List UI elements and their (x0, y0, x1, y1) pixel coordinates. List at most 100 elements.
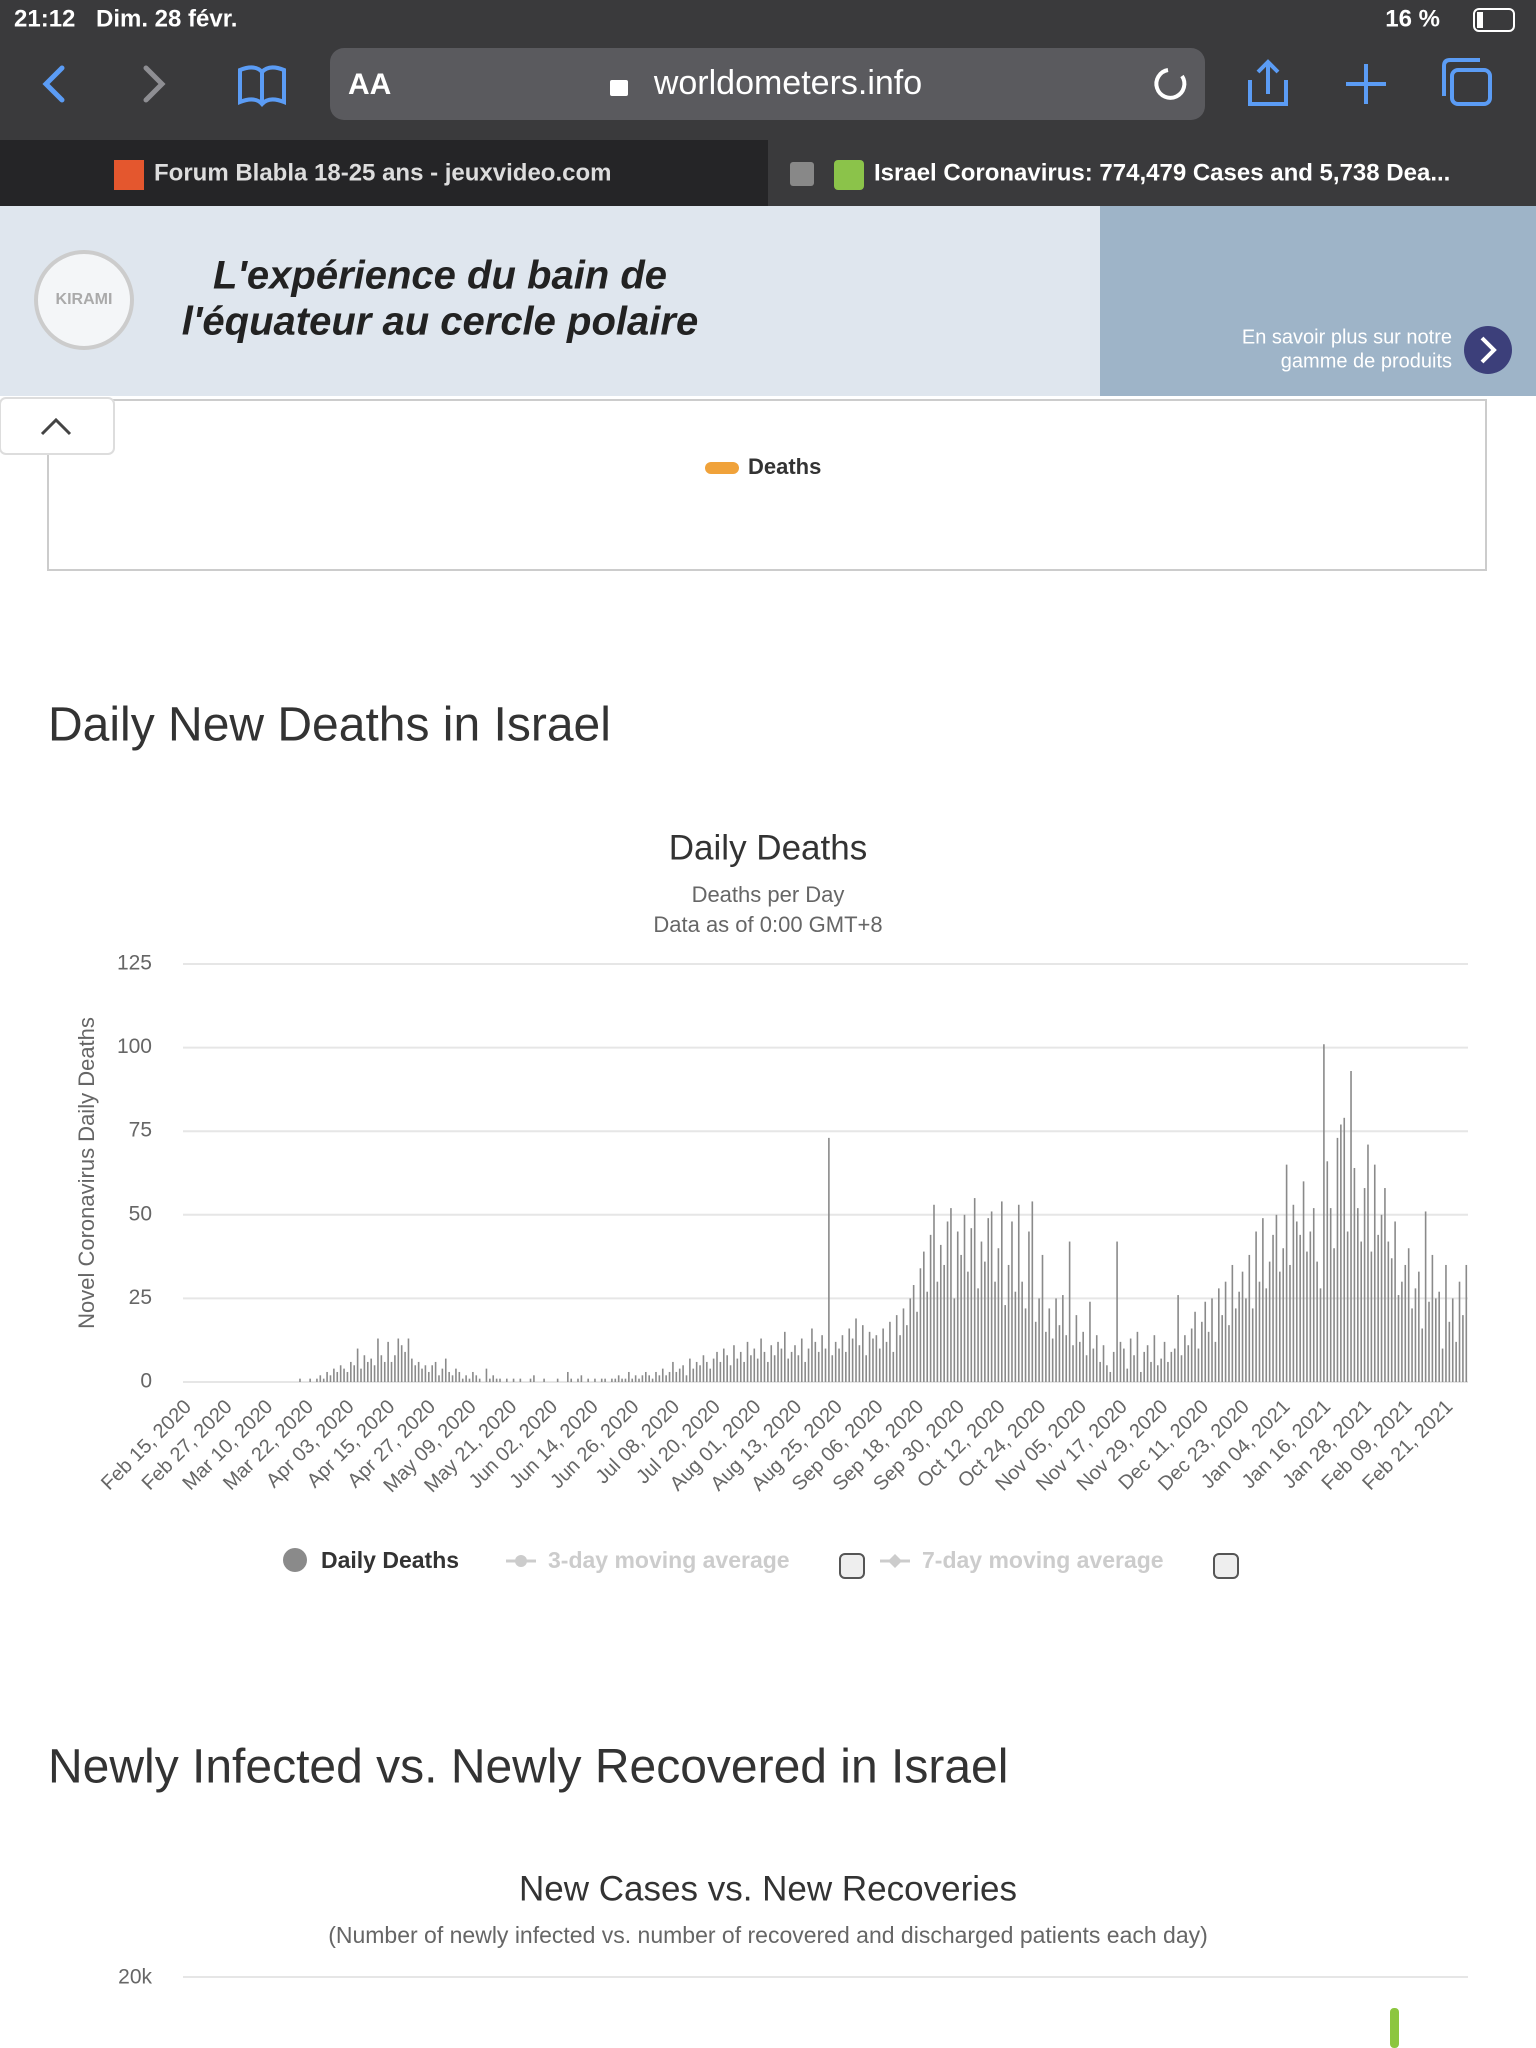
bar (1184, 1335, 1186, 1382)
bar (1017, 1204, 1020, 1382)
bar (1062, 1295, 1064, 1382)
bar (1197, 1348, 1200, 1382)
new-tab-button[interactable] (1346, 64, 1386, 104)
text-size-button[interactable]: AA (348, 68, 391, 101)
bar (1011, 1221, 1013, 1382)
bar (848, 1328, 851, 1382)
forward-button[interactable] (143, 65, 166, 103)
bar (1160, 1358, 1162, 1382)
bar (953, 1298, 956, 1382)
bar (824, 1348, 827, 1382)
bar (729, 1365, 732, 1382)
tabs-button[interactable] (1450, 68, 1492, 106)
lock-icon (610, 80, 628, 96)
y-tick-label: 75 (129, 1119, 152, 1142)
bar (1377, 1234, 1379, 1382)
bar (1099, 1361, 1101, 1382)
bar (1258, 1281, 1261, 1382)
bar (909, 1298, 912, 1382)
bar (882, 1328, 884, 1382)
bar (878, 1348, 881, 1382)
bar (746, 1341, 749, 1382)
bar (1401, 1281, 1403, 1382)
bar (438, 1375, 440, 1382)
bar (322, 1378, 325, 1382)
legend-symbol (283, 1548, 307, 1572)
battery-fill (1477, 12, 1483, 28)
bar (611, 1378, 613, 1382)
scroll-top-button[interactable] (0, 397, 115, 455)
bar (299, 1378, 301, 1382)
ad-arrow[interactable] (1464, 326, 1512, 374)
bar (702, 1355, 705, 1382)
bar (1085, 1355, 1088, 1382)
bar (719, 1361, 722, 1382)
bar (1326, 1161, 1329, 1382)
bar (1089, 1301, 1091, 1382)
close-tab[interactable] (790, 162, 814, 186)
bar (1136, 1331, 1139, 1382)
bar (411, 1358, 413, 1382)
bar (1180, 1355, 1183, 1382)
back-button[interactable] (42, 65, 65, 103)
bar (1014, 1291, 1017, 1382)
bar (370, 1358, 372, 1382)
legend-label[interactable]: Daily Deaths (321, 1547, 459, 1573)
bar (800, 1338, 803, 1382)
bar (1285, 1164, 1288, 1382)
bar (458, 1371, 461, 1382)
bar (1051, 1338, 1054, 1382)
bar (1146, 1345, 1149, 1382)
reload-button[interactable] (1154, 68, 1187, 100)
bar (994, 1281, 996, 1382)
bar (461, 1378, 464, 1382)
bar (1465, 1264, 1468, 1382)
bar (1431, 1254, 1434, 1382)
bar (899, 1335, 901, 1382)
bar (1194, 1311, 1196, 1382)
bar (621, 1378, 623, 1382)
bar (1299, 1234, 1301, 1382)
bar (329, 1375, 332, 1382)
bar (1238, 1291, 1240, 1382)
bar (1207, 1331, 1210, 1382)
tab-title[interactable]: Israel Coronavirus: 774,479 Cases and 5,… (874, 159, 1450, 186)
address-bar[interactable] (330, 48, 1205, 120)
checkbox[interactable] (839, 1553, 865, 1579)
bar (794, 1345, 796, 1382)
bar (1445, 1264, 1447, 1382)
share-button[interactable] (1248, 59, 1288, 106)
checkbox[interactable] (1213, 1553, 1239, 1579)
bar (770, 1345, 773, 1382)
bar (567, 1371, 569, 1382)
ad-cta[interactable]: En savoir plus sur notre (1242, 326, 1452, 348)
bar (743, 1361, 745, 1382)
bar (1211, 1298, 1213, 1382)
bar (736, 1358, 739, 1382)
bar (987, 1218, 990, 1382)
bar (638, 1378, 640, 1382)
bar (1129, 1338, 1132, 1382)
bar (967, 1271, 969, 1382)
bar (1058, 1325, 1061, 1382)
tab-title[interactable]: Forum Blabla 18-25 ans - jeuxvideo.com (154, 159, 611, 186)
bar (1082, 1331, 1084, 1382)
bar (421, 1368, 423, 1382)
legend-label[interactable]: Deaths (748, 454, 821, 479)
bar (1312, 1208, 1315, 1382)
ad-cta[interactable]: gamme de produits (1281, 350, 1452, 372)
bar (478, 1378, 481, 1382)
bookmarks-button[interactable] (238, 65, 286, 108)
bar (641, 1375, 644, 1382)
legend-label[interactable]: 7-day moving average (922, 1547, 1164, 1573)
bar (895, 1315, 898, 1382)
bar (1418, 1271, 1420, 1382)
legend-symbol (705, 462, 739, 474)
tab-active[interactable] (768, 140, 1536, 206)
legend-label[interactable]: 3-day moving average (548, 1547, 790, 1573)
bar (804, 1361, 806, 1382)
bar (1140, 1371, 1142, 1382)
bar (465, 1375, 467, 1382)
bar (577, 1378, 579, 1382)
url[interactable]: worldometers.info (653, 64, 922, 102)
